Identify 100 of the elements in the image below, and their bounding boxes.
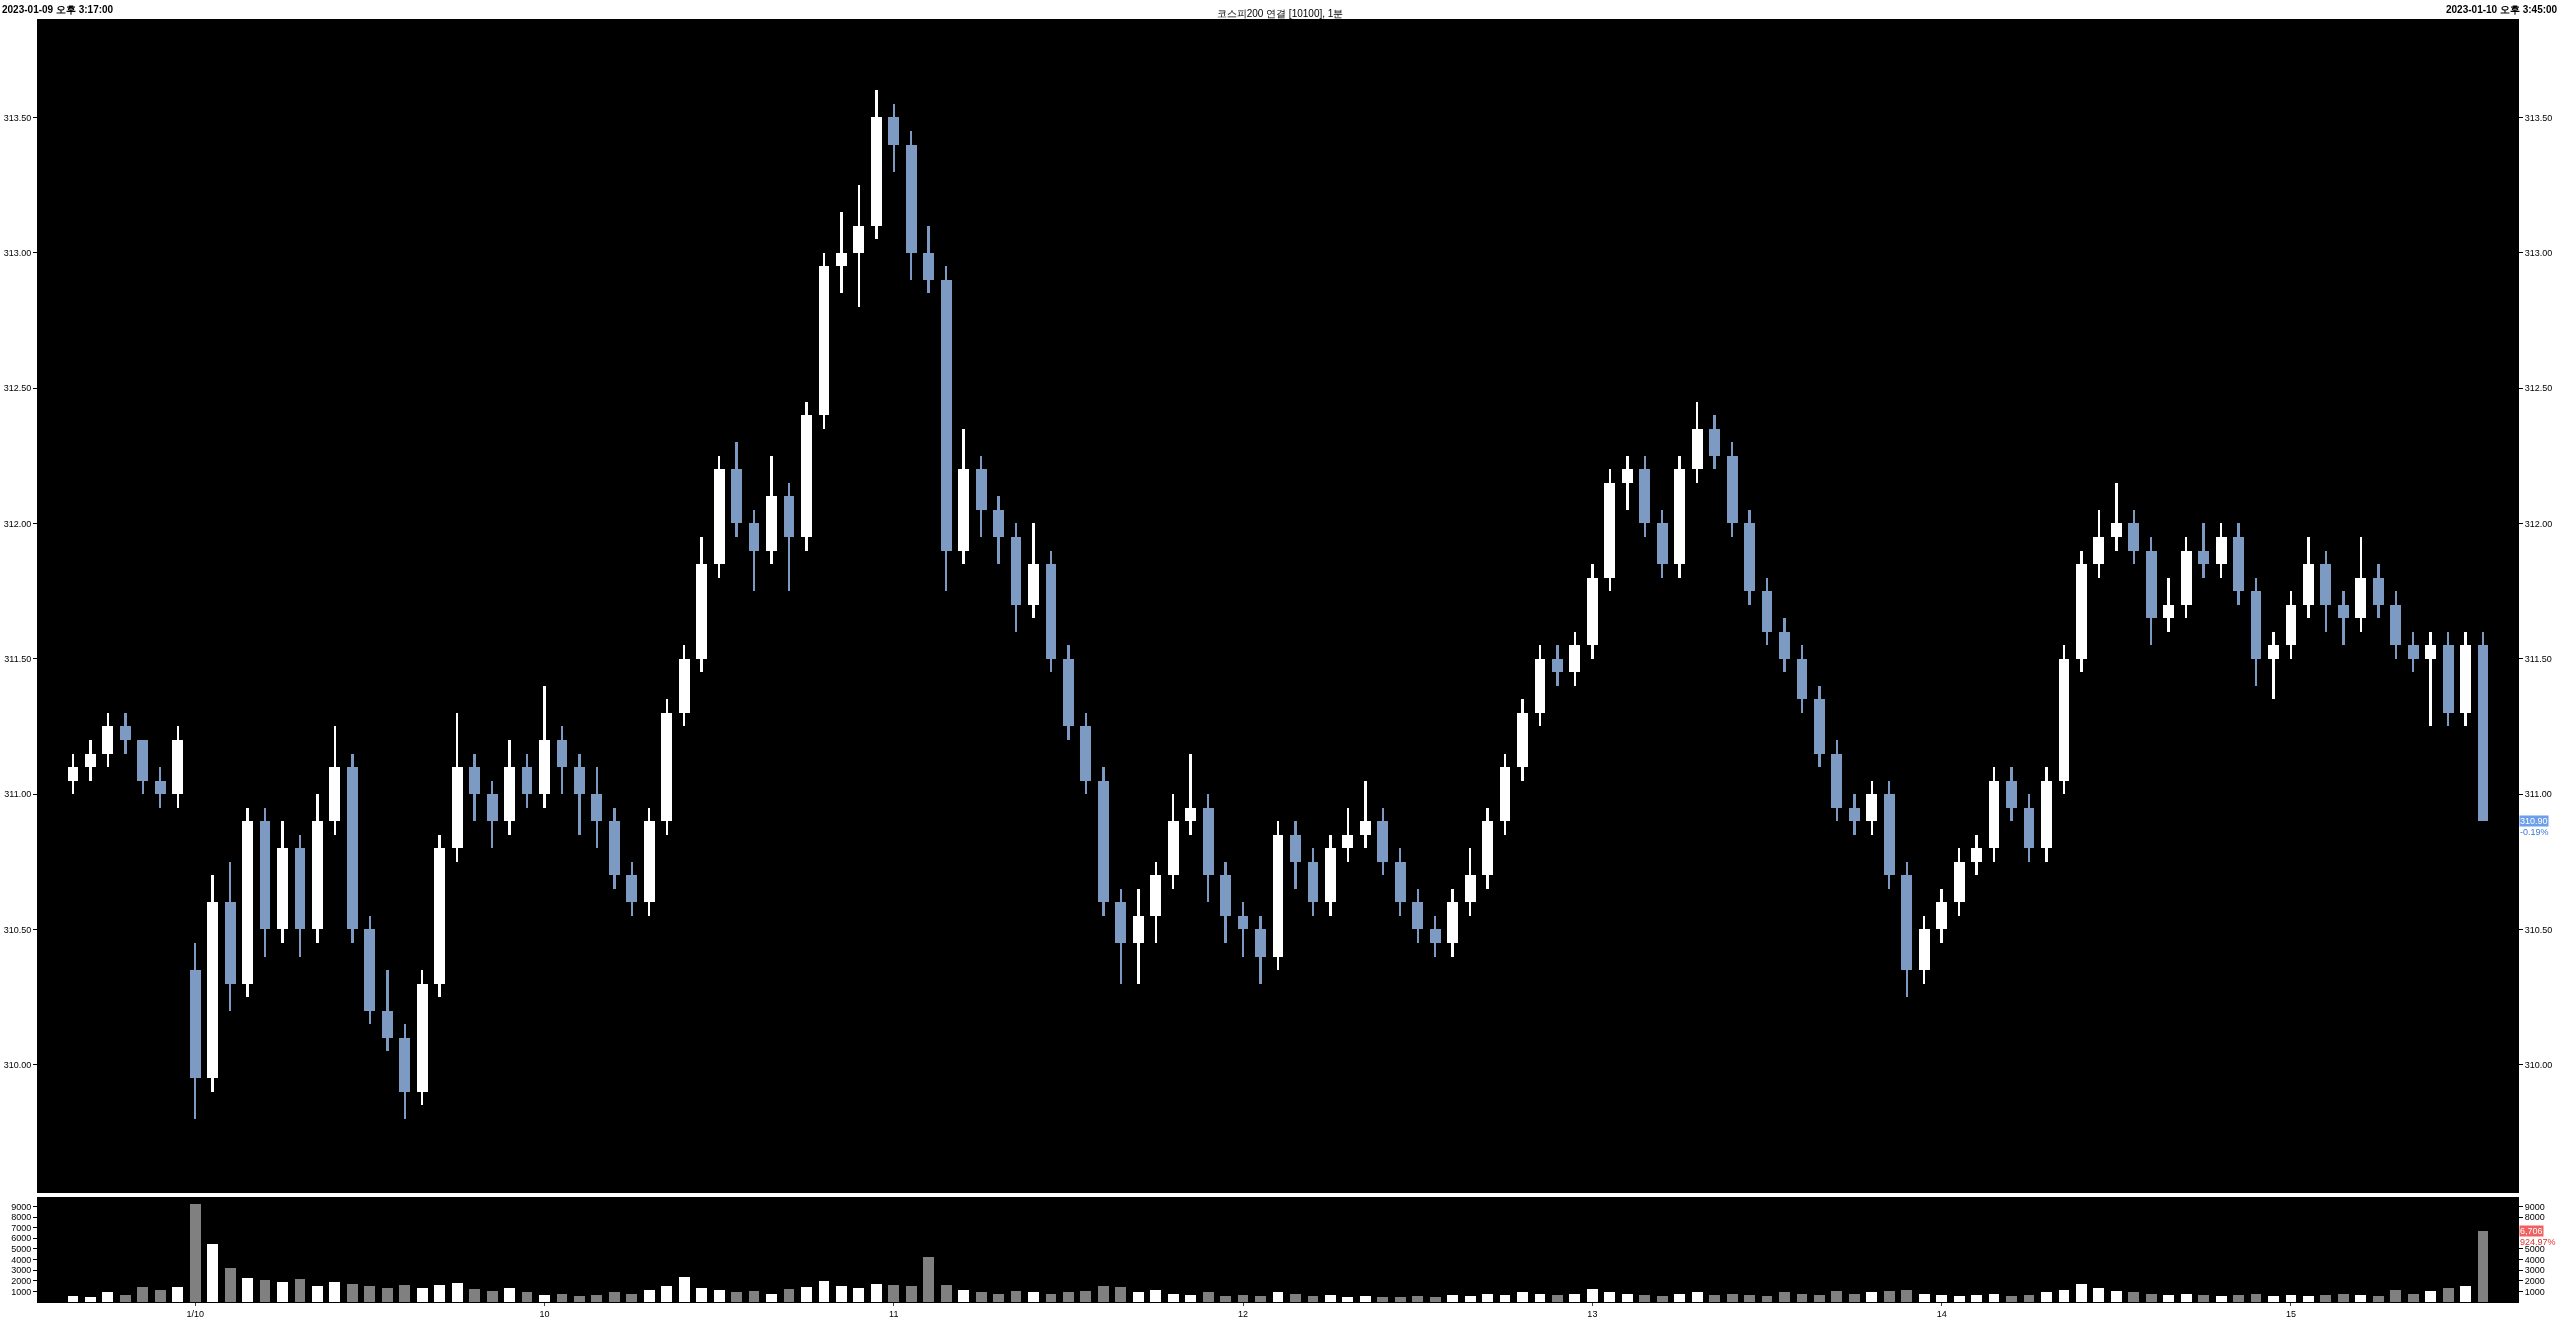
y-tick-label: 3000 <box>11 1265 32 1276</box>
bar <box>1412 1295 1424 1302</box>
bar <box>451 1282 463 1302</box>
y2-tick-label: 313.50 <box>2524 112 2553 123</box>
x-tick-label: 1/10 <box>186 1308 204 1319</box>
bar <box>853 1288 865 1302</box>
text: 310.90 <box>2520 816 2548 826</box>
bar <box>2180 1293 2192 1302</box>
bar <box>2093 1288 2105 1302</box>
bar <box>364 1286 376 1302</box>
bar <box>1255 1295 1266 1302</box>
bar <box>2460 1286 2472 1302</box>
bar <box>2110 1291 2122 1302</box>
bar <box>1971 1294 1983 1302</box>
y2-tick-label: 311.50 <box>2524 653 2552 664</box>
bar <box>2407 1293 2419 1302</box>
bar <box>1691 1292 1703 1302</box>
y-tick-label: 311.50 <box>4 653 32 664</box>
y-tick-label: 310.00 <box>3 1059 32 1070</box>
bar <box>1726 1293 1738 1302</box>
candlestick <box>2163 577 2175 632</box>
bar <box>434 1285 446 1302</box>
candlestick <box>1359 780 1371 849</box>
bar <box>2320 1294 2332 1302</box>
bar <box>1831 1291 1843 1302</box>
bar <box>818 1280 830 1302</box>
bar <box>416 1288 428 1302</box>
text: 6,706 <box>2520 1226 2543 1236</box>
bar <box>1656 1295 1668 1302</box>
y-tick-label: 312.00 <box>3 518 32 529</box>
bar <box>102 1292 114 1302</box>
bar <box>2006 1295 2017 1302</box>
y-tick-label: 1000 <box>11 1286 32 1297</box>
bar <box>643 1290 655 1302</box>
y2-tick-label: 310.00 <box>2524 1059 2553 1070</box>
y2-tick-label: 310.50 <box>2524 924 2553 935</box>
bar <box>1744 1294 1755 1302</box>
bar <box>1464 1295 1476 1302</box>
bar <box>2075 1283 2087 1302</box>
bar <box>1342 1296 1354 1302</box>
bar <box>1901 1290 1913 1302</box>
bar <box>801 1287 812 1302</box>
bar <box>399 1285 411 1302</box>
y2-tick-label: 8000 <box>2524 1212 2545 1223</box>
bar <box>940 1285 952 1302</box>
y2-tick-label: 312.00 <box>2524 518 2553 529</box>
x-tick-label: 15 <box>2285 1308 2296 1319</box>
candlestick <box>2198 523 2210 578</box>
bar <box>608 1292 620 1302</box>
bar <box>1377 1296 1389 1302</box>
bar <box>1063 1292 1074 1302</box>
bar <box>2198 1294 2210 1302</box>
bar <box>84 1296 96 1302</box>
bar <box>1709 1294 1721 1302</box>
bar <box>1569 1293 1581 1302</box>
bar <box>294 1278 306 1302</box>
bar <box>591 1294 603 1302</box>
bar <box>1097 1286 1109 1302</box>
bar <box>1185 1294 1197 1302</box>
bar <box>2390 1290 2402 1302</box>
bar <box>137 1287 149 1302</box>
bar <box>1604 1292 1616 1302</box>
bar <box>539 1294 550 1302</box>
bar <box>2058 1290 2070 1302</box>
bar <box>1202 1292 1214 1302</box>
bar <box>2355 1294 2367 1302</box>
bar <box>1429 1296 1441 1302</box>
bar <box>504 1288 515 1302</box>
y-tick-label: 313.00 <box>3 247 32 258</box>
bar <box>312 1286 323 1302</box>
bar <box>346 1283 358 1302</box>
bar <box>277 1281 288 1302</box>
candlestick <box>1621 455 1633 510</box>
bar <box>1552 1294 1563 1302</box>
text: 2023-01-10 오후 3:45:00 <box>2446 4 2558 15</box>
bar <box>975 1292 987 1302</box>
bar <box>626 1293 638 1302</box>
bar <box>381 1288 393 1302</box>
bar <box>731 1292 743 1302</box>
bar <box>766 1293 777 1302</box>
candlestick <box>1185 753 1197 835</box>
bar <box>1848 1293 1860 1302</box>
candlestick <box>2337 591 2349 646</box>
bar <box>696 1288 708 1302</box>
bar <box>1115 1287 1127 1302</box>
bar <box>2163 1294 2175 1302</box>
bar <box>835 1286 847 1302</box>
x-tick-label: 13 <box>1587 1308 1598 1319</box>
y2-tick-label: 313.00 <box>2524 247 2553 258</box>
bar <box>713 1290 725 1302</box>
bar <box>2477 1230 2489 1302</box>
y2-tick-label: 9000 <box>2524 1201 2545 1212</box>
bar <box>2372 1295 2384 1302</box>
bar <box>1953 1295 1965 1302</box>
bar <box>1272 1292 1284 1302</box>
bar <box>2041 1292 2052 1302</box>
y-tick-label: 313.50 <box>3 112 32 123</box>
y-tick-label: 2000 <box>11 1275 32 1286</box>
bar <box>2337 1293 2349 1302</box>
x-tick-label: 12 <box>1238 1308 1249 1319</box>
